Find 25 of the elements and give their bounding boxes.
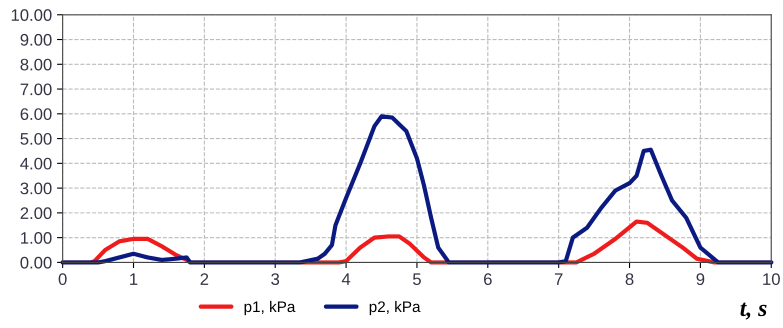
y-tick-label: 5.00 bbox=[20, 132, 52, 145]
y-tick-label: 9.00 bbox=[20, 34, 52, 46]
legend-label: p1, kPa bbox=[244, 300, 296, 316]
x-tick-label: 3 bbox=[271, 273, 280, 286]
x-tick-label: 10 bbox=[763, 273, 780, 286]
y-tick-label: 10.00 bbox=[12, 9, 52, 21]
x-tick-label: 2 bbox=[200, 273, 208, 285]
x-tick-label: 5 bbox=[412, 273, 421, 286]
x-axis-title: t, s bbox=[740, 302, 767, 320]
y-tick-label: 6.00 bbox=[20, 108, 52, 120]
y-tick-label: 7.00 bbox=[20, 83, 52, 96]
y-tick-label: 8.00 bbox=[20, 58, 52, 70]
y-tick-label: 3.00 bbox=[20, 182, 52, 194]
y-tick-label: 0.00 bbox=[20, 256, 52, 269]
x-tick-label: 8 bbox=[626, 273, 634, 286]
y-tick-label: 1.00 bbox=[21, 232, 52, 244]
y-tick-label: 4.00 bbox=[20, 158, 52, 170]
x-tick-label: 6 bbox=[484, 273, 492, 286]
legend-label: p2, kPa bbox=[370, 300, 421, 316]
x-tick-label: 0 bbox=[58, 273, 67, 286]
x-tick-label: 4 bbox=[342, 273, 350, 285]
x-tick-label: 1 bbox=[130, 273, 138, 285]
y-tick-label: 2.00 bbox=[20, 207, 52, 220]
x-tick-label: 7 bbox=[554, 273, 562, 285]
x-tick-label: 9 bbox=[696, 273, 704, 286]
